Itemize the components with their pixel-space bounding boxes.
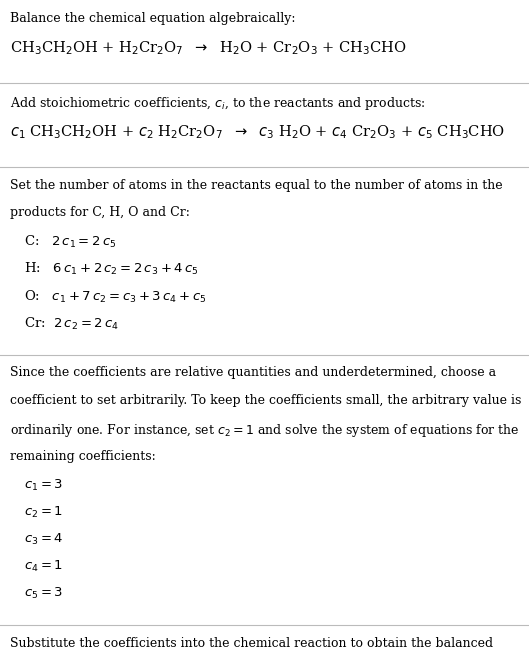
- Text: CH$_3$CH$_2$OH + H$_2$Cr$_2$O$_7$  $\rightarrow$  H$_2$O + Cr$_2$O$_3$ + CH$_3$C: CH$_3$CH$_2$OH + H$_2$Cr$_2$O$_7$ $\righ…: [10, 39, 406, 57]
- Text: C:   $2\,c_1 = 2\,c_5$: C: $2\,c_1 = 2\,c_5$: [24, 234, 116, 250]
- Text: coefficient to set arbitrarily. To keep the coefficients small, the arbitrary va: coefficient to set arbitrarily. To keep …: [10, 394, 521, 407]
- Text: Substitute the coefficients into the chemical reaction to obtain the balanced: Substitute the coefficients into the che…: [10, 637, 492, 647]
- Text: $c_1$ CH$_3$CH$_2$OH + $c_2$ H$_2$Cr$_2$O$_7$  $\rightarrow$  $c_3$ H$_2$O + $c_: $c_1$ CH$_3$CH$_2$OH + $c_2$ H$_2$Cr$_2$…: [10, 123, 505, 140]
- Text: $c_5 = 3$: $c_5 = 3$: [24, 586, 63, 601]
- Text: H:   $6\,c_1 + 2\,c_2 = 2\,c_3 + 4\,c_5$: H: $6\,c_1 + 2\,c_2 = 2\,c_3 + 4\,c_5$: [24, 261, 198, 278]
- Text: $c_3 = 4$: $c_3 = 4$: [24, 532, 63, 547]
- Text: O:   $c_1 + 7\,c_2 = c_3 + 3\,c_4 + c_5$: O: $c_1 + 7\,c_2 = c_3 + 3\,c_4 + c_5$: [24, 289, 206, 305]
- Text: Balance the chemical equation algebraically:: Balance the chemical equation algebraica…: [10, 12, 295, 25]
- Text: $c_1 = 3$: $c_1 = 3$: [24, 477, 63, 492]
- Text: $c_2 = 1$: $c_2 = 1$: [24, 505, 63, 520]
- Text: products for C, H, O and Cr:: products for C, H, O and Cr:: [10, 206, 189, 219]
- Text: $c_4 = 1$: $c_4 = 1$: [24, 559, 63, 574]
- Text: Cr:  $2\,c_2 = 2\,c_4$: Cr: $2\,c_2 = 2\,c_4$: [24, 316, 118, 332]
- Text: Add stoichiometric coefficients, $c_i$, to the reactants and products:: Add stoichiometric coefficients, $c_i$, …: [10, 95, 425, 112]
- Text: Set the number of atoms in the reactants equal to the number of atoms in the: Set the number of atoms in the reactants…: [10, 179, 502, 192]
- Text: ordinarily one. For instance, set $c_2 = 1$ and solve the system of equations fo: ordinarily one. For instance, set $c_2 =…: [10, 422, 519, 439]
- Text: Since the coefficients are relative quantities and underdetermined, choose a: Since the coefficients are relative quan…: [10, 366, 496, 379]
- Text: remaining coefficients:: remaining coefficients:: [10, 450, 156, 463]
